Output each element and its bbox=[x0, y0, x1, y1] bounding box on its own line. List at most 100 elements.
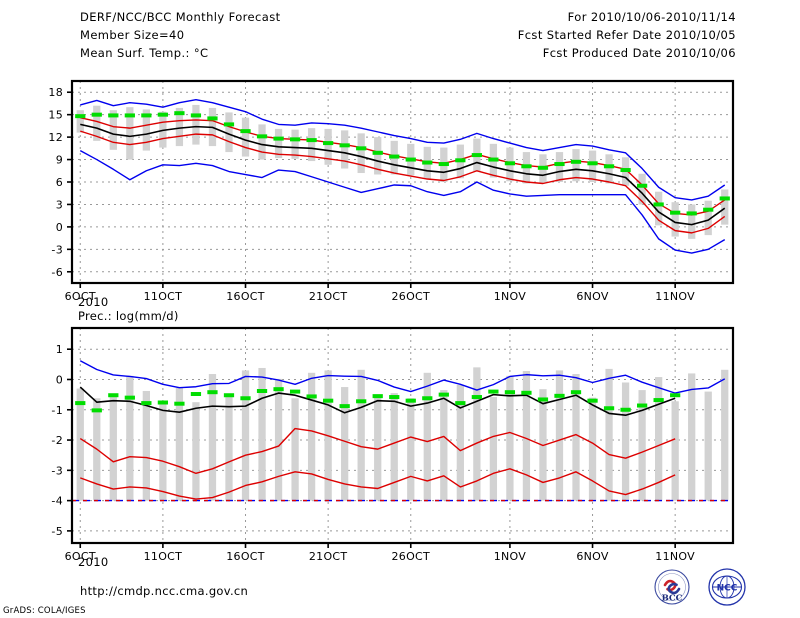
x-axis-tick-label: 11OCT bbox=[144, 290, 183, 303]
ensemble-spread-bar bbox=[655, 191, 663, 226]
ensemble-spread-bar bbox=[671, 202, 679, 237]
y-axis-tick-label: 18 bbox=[48, 86, 63, 99]
ensemble-spread-bar bbox=[307, 128, 316, 162]
header-forecast-range: For 2010/10/06-2010/11/14 bbox=[567, 10, 736, 24]
ensemble-spread-bar bbox=[555, 152, 564, 182]
ensemble-spread-bar bbox=[605, 154, 613, 184]
ensemble-spread-bar bbox=[555, 370, 564, 501]
ensemble-spread-bar bbox=[126, 107, 134, 160]
ensemble-spread-bar bbox=[456, 384, 464, 501]
ensemble-spread-bar bbox=[688, 373, 696, 501]
ensemble-spread-bar bbox=[423, 372, 431, 501]
ensemble-spread-bar bbox=[192, 402, 200, 501]
ensemble-spread-bar bbox=[341, 387, 349, 501]
ensemble-spread-bar bbox=[357, 133, 365, 174]
ensemble-spread-bar bbox=[440, 390, 448, 501]
series-line bbox=[80, 99, 726, 201]
ensemble-spread-bar bbox=[572, 374, 580, 501]
ensemble-spread-bar bbox=[142, 109, 150, 151]
y-axis-tick-label: 6 bbox=[56, 176, 63, 189]
y-axis-tick-label: 9 bbox=[56, 154, 63, 167]
y-axis-tick-label: 15 bbox=[48, 109, 63, 122]
ensemble-spread-bar bbox=[241, 370, 250, 501]
y-axis-tick-label: 12 bbox=[48, 131, 63, 144]
y-axis-tick-label: 0 bbox=[56, 373, 63, 386]
x-axis-year-label-bottom: 2010 bbox=[78, 555, 109, 569]
ensemble-spread-bar bbox=[324, 128, 332, 165]
header-started-refer-date: Fcst Started Refer Date 2010/10/05 bbox=[517, 28, 736, 42]
ensemble-spread-bar bbox=[274, 128, 283, 159]
y-axis-tick-label: 1 bbox=[56, 343, 63, 356]
ensemble-spread-bar bbox=[208, 374, 217, 501]
ensemble-spread-bar bbox=[390, 393, 398, 501]
header-member-size: Member Size=40 bbox=[80, 28, 185, 42]
plot-frame bbox=[70, 326, 735, 545]
ensemble-spread-bar bbox=[522, 371, 531, 501]
ensemble-spread-bar bbox=[109, 395, 117, 501]
x-axis-tick-label: 26OCT bbox=[391, 550, 430, 563]
ensemble-spread-bar bbox=[671, 401, 679, 501]
x-axis-tick-label: 16OCT bbox=[226, 290, 265, 303]
ensemble-spread-bar bbox=[76, 110, 84, 133]
ensemble-spread-bar bbox=[688, 204, 696, 239]
x-axis-tick-label: 1NOV bbox=[494, 290, 527, 303]
ensemble-spread-bar bbox=[473, 367, 481, 501]
ensemble-spread-bar bbox=[225, 396, 233, 501]
ensemble-spread-bar bbox=[638, 390, 646, 501]
ensemble-spread-bar bbox=[291, 398, 299, 501]
ensemble-spread-bar bbox=[258, 124, 266, 160]
ensemble-spread-bar bbox=[638, 173, 646, 205]
header-produced-date: Fcst Produced Date 2010/10/06 bbox=[542, 46, 736, 60]
ensemble-spread-bar bbox=[357, 369, 365, 501]
series-line bbox=[80, 116, 726, 216]
ensemble-spread-bar bbox=[192, 104, 200, 145]
y-axis-tick-label: -1 bbox=[51, 404, 63, 417]
y-axis-tick-label: -3 bbox=[51, 464, 63, 477]
x-axis-tick-label: 6NOV bbox=[576, 290, 609, 303]
x-axis-tick-label: 16OCT bbox=[226, 550, 265, 563]
ensemble-spread-bar bbox=[704, 391, 712, 501]
x-axis-tick-label: 26OCT bbox=[391, 290, 430, 303]
ensemble-spread-bar bbox=[341, 130, 349, 169]
series-line bbox=[80, 130, 726, 234]
ensemble-spread-bar bbox=[605, 368, 613, 501]
ensemble-spread-bar bbox=[655, 377, 663, 501]
ensemble-spread-bar bbox=[258, 367, 266, 501]
y-axis-tick-label: -6 bbox=[51, 266, 63, 279]
ensemble-spread-bar bbox=[142, 390, 150, 501]
ensemble-spread-bar bbox=[704, 200, 712, 236]
ensemble-spread-bar bbox=[588, 150, 597, 182]
y-axis-tick-label: 0 bbox=[56, 221, 63, 234]
series-line bbox=[80, 468, 676, 500]
ensemble-spread-bar bbox=[374, 137, 382, 175]
x-axis-year-label-top: 2010 bbox=[78, 295, 109, 309]
ensemble-spread-bar bbox=[506, 375, 514, 501]
ensemble-spread-bar bbox=[489, 397, 498, 501]
y-axis-tick-label: -2 bbox=[51, 434, 63, 447]
footer-credit: GrADS: COLA/IGES bbox=[3, 606, 86, 616]
precipitation-panel-title: Prec.: log(mm/d) bbox=[78, 309, 179, 323]
ncc-logo: NCC bbox=[708, 568, 746, 606]
bcc-logo: BCC bbox=[654, 569, 690, 605]
ensemble-spread-bar bbox=[721, 189, 729, 225]
x-axis-tick-label: 6NOV bbox=[576, 550, 609, 563]
header-variable-label: Mean Surf. Temp.: °C bbox=[80, 46, 209, 60]
x-axis-tick-label: 11OCT bbox=[144, 550, 183, 563]
ensemble-spread-bar bbox=[572, 149, 580, 182]
series-line bbox=[79, 386, 676, 417]
footer-url[interactable]: http://cmdp.ncc.cma.gov.cn bbox=[80, 584, 249, 598]
ensemble-spread-bar bbox=[307, 372, 316, 501]
ensemble-spread-bar bbox=[175, 107, 184, 147]
y-axis-tick-label: -4 bbox=[51, 495, 63, 508]
svg-text:BCC: BCC bbox=[662, 594, 683, 604]
series-line bbox=[79, 427, 676, 475]
y-axis-tick-label: -5 bbox=[51, 525, 63, 538]
ensemble-spread-bar bbox=[93, 105, 101, 141]
ensemble-spread-bar bbox=[721, 369, 729, 501]
ensemble-spread-bar bbox=[241, 117, 250, 157]
ensemble-spread-bar bbox=[374, 395, 382, 501]
ensemble-spread-bar bbox=[225, 112, 233, 153]
